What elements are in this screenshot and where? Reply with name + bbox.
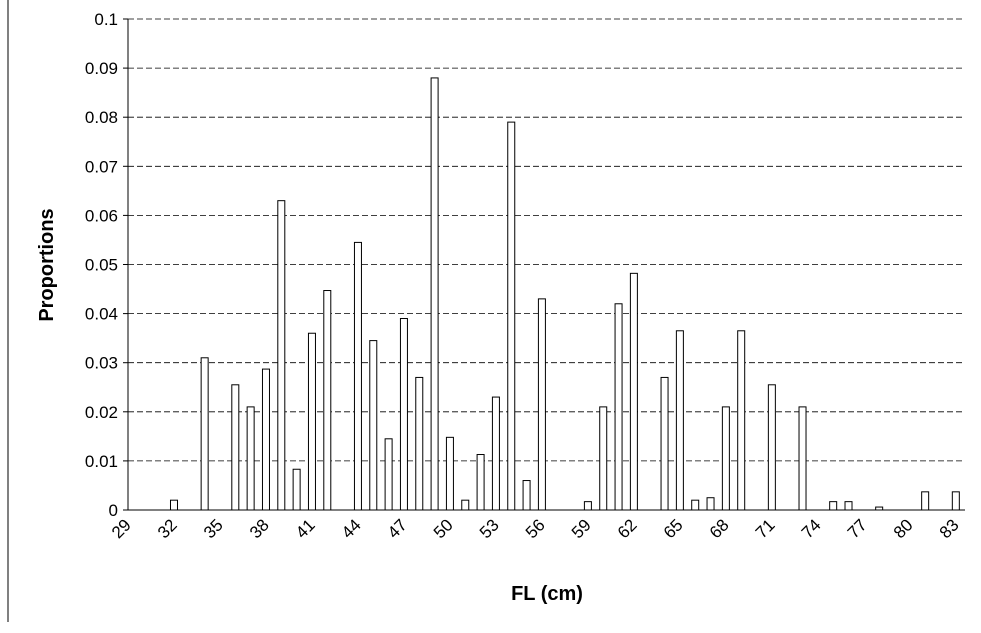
bar (384, 438, 393, 511)
bar (522, 480, 531, 511)
bar (629, 272, 638, 511)
x-tick-label: 65 (660, 515, 687, 542)
x-tick-label: 59 (568, 515, 595, 542)
x-tick-label: 44 (338, 515, 365, 542)
bar (430, 77, 439, 511)
x-tick-label: 74 (798, 515, 825, 542)
bar (399, 318, 408, 511)
y-tick-label: 0.03 (85, 354, 118, 373)
x-tick-label: 41 (292, 515, 319, 542)
x-tick-label: 47 (384, 515, 411, 542)
bar (277, 200, 286, 511)
bar (844, 501, 853, 511)
bar (507, 121, 516, 511)
bar (231, 384, 240, 511)
bar (261, 368, 270, 511)
bar (614, 303, 623, 511)
x-tick-label: 56 (522, 515, 549, 542)
bar (583, 501, 592, 511)
y-axis-title: Proportions (36, 208, 58, 321)
x-tick-label: 71 (752, 515, 779, 542)
bar (599, 406, 608, 511)
bar (307, 332, 316, 511)
x-tick-label: 53 (476, 515, 503, 542)
bar (445, 436, 454, 511)
bar (706, 497, 715, 511)
x-axis-title: FL (cm) (511, 583, 583, 605)
y-tick-label: 0.1 (94, 10, 118, 29)
bar (292, 468, 301, 511)
bar (767, 384, 776, 511)
y-tick-label: 0.07 (85, 157, 118, 176)
bar (691, 499, 700, 511)
bar (721, 406, 730, 511)
bar (353, 241, 362, 511)
y-tick-label: 0.02 (85, 403, 118, 422)
x-tick-label: 35 (200, 515, 227, 542)
bar (200, 357, 209, 511)
bar (369, 340, 378, 511)
x-tick-label: 77 (844, 515, 871, 542)
y-tick-label: 0.09 (85, 59, 118, 78)
y-tick-label: 0.06 (85, 206, 118, 225)
bar (660, 376, 669, 511)
bar (169, 499, 178, 511)
x-tick-label: 83 (936, 515, 963, 542)
bar (829, 501, 838, 511)
x-tick-label: 50 (430, 515, 457, 542)
y-tick-label: 0.04 (85, 305, 118, 324)
x-tick-label: 80 (890, 515, 917, 542)
bar (798, 406, 807, 511)
bar (461, 499, 470, 511)
bar (476, 454, 485, 511)
bar (675, 330, 684, 511)
x-tick-label: 68 (706, 515, 733, 542)
bar (951, 491, 960, 511)
bar (323, 290, 332, 511)
x-tick-label: 38 (246, 515, 273, 542)
y-tick-label: 0.05 (85, 256, 118, 275)
x-tick-label: 62 (614, 515, 641, 542)
bar (921, 491, 930, 511)
x-tick-label: 32 (154, 515, 181, 542)
y-tick-label: 0.01 (85, 452, 118, 471)
bar (415, 376, 424, 511)
y-tick-label: 0 (109, 501, 118, 520)
bar (246, 406, 255, 511)
bar (737, 330, 746, 511)
bar (537, 298, 546, 511)
y-tick-label: 0.08 (85, 108, 118, 127)
bar (491, 396, 500, 511)
